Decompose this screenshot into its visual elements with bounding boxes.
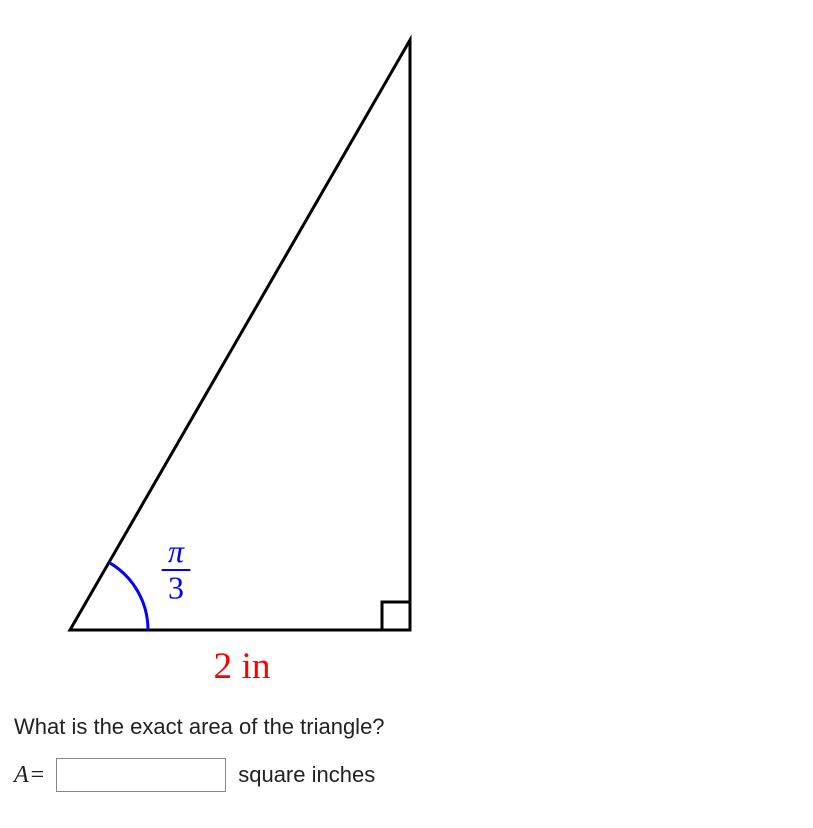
triangle-outline [70, 40, 410, 630]
base-label: 2 in [214, 646, 271, 687]
answer-input[interactable] [56, 758, 226, 792]
answer-units: square inches [238, 762, 375, 788]
answer-equals: = [31, 762, 45, 789]
question-text: What is the exact area of the triangle? [14, 714, 803, 740]
angle-label: π3 [162, 534, 191, 605]
answer-row: A= square inches [14, 758, 803, 792]
angle-label-numerator: π [168, 534, 185, 569]
triangle-svg: π3 2 in [10, 20, 570, 700]
angle-arc [109, 562, 148, 630]
answer-label: A= [14, 762, 44, 789]
answer-variable: A [14, 762, 29, 789]
angle-label-denominator: 3 [168, 570, 184, 605]
triangle-figure: π3 2 in [10, 20, 570, 700]
right-angle-marker [382, 602, 410, 630]
